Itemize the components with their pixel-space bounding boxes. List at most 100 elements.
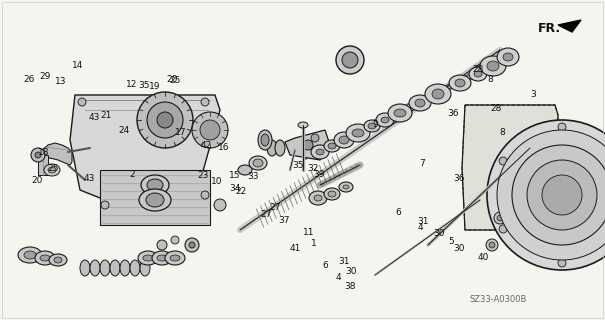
Text: 16: 16 xyxy=(218,143,230,152)
Ellipse shape xyxy=(328,191,336,197)
Text: 39: 39 xyxy=(313,170,325,179)
Text: FR.: FR. xyxy=(537,21,561,35)
Ellipse shape xyxy=(40,255,50,261)
Text: 15: 15 xyxy=(229,171,241,180)
Circle shape xyxy=(157,240,167,250)
Ellipse shape xyxy=(249,156,267,170)
Text: 7: 7 xyxy=(419,159,425,168)
Text: 23: 23 xyxy=(197,171,208,180)
Text: 32: 32 xyxy=(308,164,319,173)
Circle shape xyxy=(311,134,319,142)
Ellipse shape xyxy=(146,193,164,207)
Circle shape xyxy=(487,120,605,270)
Text: 34: 34 xyxy=(229,184,240,193)
Polygon shape xyxy=(70,95,220,220)
Ellipse shape xyxy=(455,79,465,87)
Ellipse shape xyxy=(480,56,506,76)
Ellipse shape xyxy=(100,260,110,276)
Text: SZ33-A0300B: SZ33-A0300B xyxy=(470,295,528,305)
Ellipse shape xyxy=(140,260,150,276)
Ellipse shape xyxy=(170,255,180,261)
Bar xyxy=(100,170,210,225)
Text: 36: 36 xyxy=(446,109,459,118)
Ellipse shape xyxy=(141,175,169,195)
Text: 31: 31 xyxy=(417,217,430,226)
Ellipse shape xyxy=(138,251,158,265)
Text: 18: 18 xyxy=(38,148,50,157)
Ellipse shape xyxy=(24,251,36,259)
Circle shape xyxy=(558,123,566,131)
Text: 36: 36 xyxy=(453,174,465,183)
Ellipse shape xyxy=(352,129,364,137)
Text: 30: 30 xyxy=(433,229,445,238)
Circle shape xyxy=(542,175,582,215)
Ellipse shape xyxy=(487,61,499,71)
Ellipse shape xyxy=(432,89,444,99)
Text: 37: 37 xyxy=(278,216,290,225)
Text: 10: 10 xyxy=(211,177,223,186)
Circle shape xyxy=(157,112,173,128)
Circle shape xyxy=(192,112,228,148)
Ellipse shape xyxy=(147,179,163,191)
Text: 31: 31 xyxy=(338,257,350,266)
Ellipse shape xyxy=(469,67,487,81)
Ellipse shape xyxy=(381,117,389,123)
Circle shape xyxy=(499,225,507,233)
Text: 20: 20 xyxy=(167,75,178,84)
Ellipse shape xyxy=(267,140,277,156)
Circle shape xyxy=(336,46,364,74)
Text: 8: 8 xyxy=(487,75,493,84)
Ellipse shape xyxy=(364,120,380,132)
Polygon shape xyxy=(285,130,330,160)
Text: 4: 4 xyxy=(336,273,342,282)
Circle shape xyxy=(558,259,566,267)
Text: 30: 30 xyxy=(345,267,357,276)
Text: 29: 29 xyxy=(40,72,51,81)
Ellipse shape xyxy=(316,149,324,155)
Text: 13: 13 xyxy=(54,77,67,86)
Circle shape xyxy=(31,148,45,162)
Text: 26: 26 xyxy=(24,75,34,84)
Text: 6: 6 xyxy=(395,208,401,217)
Text: 21: 21 xyxy=(100,111,111,120)
Text: 4: 4 xyxy=(417,223,424,232)
Ellipse shape xyxy=(48,167,56,173)
Ellipse shape xyxy=(110,260,120,276)
Circle shape xyxy=(201,191,209,199)
Ellipse shape xyxy=(44,164,60,176)
Ellipse shape xyxy=(328,143,336,149)
Text: 5: 5 xyxy=(448,237,454,246)
Text: 43: 43 xyxy=(88,113,99,122)
Ellipse shape xyxy=(258,130,272,150)
Text: 41: 41 xyxy=(290,244,301,253)
Ellipse shape xyxy=(334,132,354,148)
Ellipse shape xyxy=(474,71,482,77)
Ellipse shape xyxy=(238,165,252,175)
Polygon shape xyxy=(38,143,72,165)
Text: 33: 33 xyxy=(247,172,259,181)
Ellipse shape xyxy=(503,53,513,61)
Text: 35: 35 xyxy=(138,81,150,90)
Ellipse shape xyxy=(311,145,329,159)
Ellipse shape xyxy=(152,251,172,265)
Circle shape xyxy=(486,239,498,251)
Text: 2: 2 xyxy=(129,170,135,179)
Circle shape xyxy=(189,242,195,248)
Circle shape xyxy=(499,157,507,165)
Ellipse shape xyxy=(275,140,285,156)
Ellipse shape xyxy=(90,260,100,276)
Ellipse shape xyxy=(35,251,55,265)
Circle shape xyxy=(78,98,86,106)
Ellipse shape xyxy=(394,109,406,117)
Circle shape xyxy=(512,145,605,245)
Text: 35: 35 xyxy=(292,161,304,170)
Circle shape xyxy=(137,92,193,148)
Text: 38: 38 xyxy=(344,282,356,291)
Circle shape xyxy=(527,160,597,230)
Circle shape xyxy=(185,238,199,252)
Circle shape xyxy=(101,201,109,209)
Circle shape xyxy=(497,130,605,260)
Text: 43: 43 xyxy=(84,174,95,183)
Ellipse shape xyxy=(309,191,327,205)
Text: 17: 17 xyxy=(174,128,186,137)
